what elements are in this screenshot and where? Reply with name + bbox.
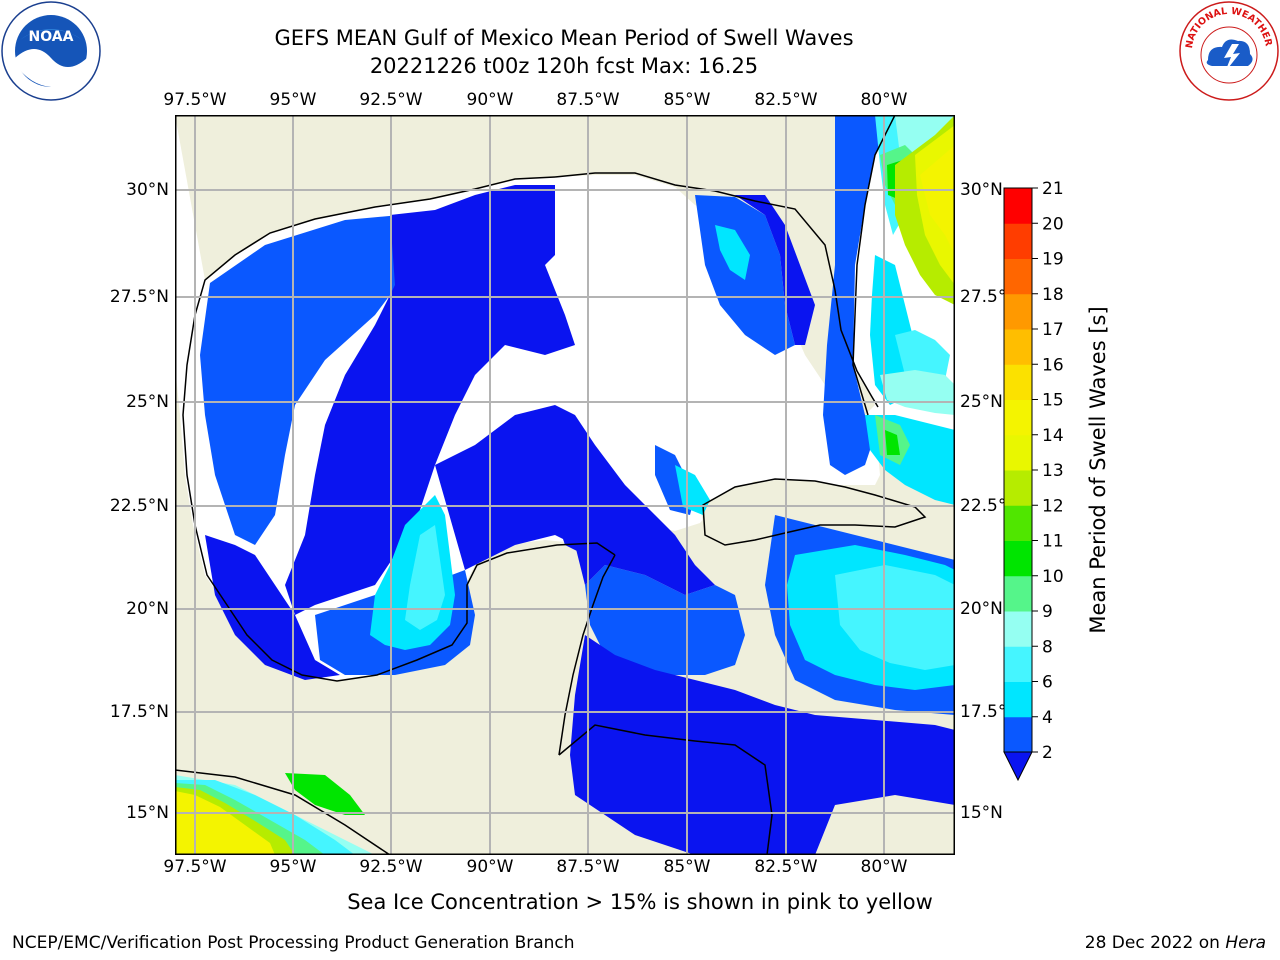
lon-label-top: 92.5°W <box>359 90 423 110</box>
lon-label-bottom: 82.5°W <box>754 857 818 877</box>
lon-label-bottom: 85°W <box>663 857 711 877</box>
colorbar-box <box>1004 258 1032 295</box>
colorbar-label: Mean Period of Swell Waves [s] <box>1086 306 1110 634</box>
lon-label-top: 85°W <box>663 90 711 110</box>
colorbar-tick-label: 9 <box>1042 602 1053 622</box>
colorbar-tick-label: 4 <box>1042 708 1053 728</box>
lon-label-bottom: 92.5°W <box>359 857 423 877</box>
noaa-logo-text: NOAA <box>29 29 74 45</box>
lon-label-top: 90°W <box>466 90 514 110</box>
colorbar-box <box>1004 505 1032 541</box>
colorbar-box <box>1004 364 1032 400</box>
lat-label-left: 22.5°N <box>109 496 169 516</box>
lon-label-bottom: 87.5°W <box>556 857 620 877</box>
colorbar-boxes <box>1003 187 1033 782</box>
lat-label-left: 20°N <box>126 599 169 619</box>
cuba-landmass <box>700 480 925 545</box>
graticule <box>175 115 955 855</box>
yucatan-landmass <box>460 540 600 720</box>
map-plot <box>175 115 955 855</box>
datestamp-date: 28 Dec 2022 on <box>1084 933 1220 953</box>
colorbar-tick-label: 10 <box>1042 567 1064 587</box>
lat-label-left: 15°N <box>126 803 169 823</box>
colorbar-box <box>1004 611 1032 647</box>
lat-label-left: 17.5°N <box>109 702 169 722</box>
colorbar-tick-label: 6 <box>1042 673 1053 693</box>
lat-label-right: 25°N <box>960 392 1003 412</box>
colorbar-tick-label: 13 <box>1042 461 1064 481</box>
colorbar-box <box>1004 434 1032 471</box>
colorbar-box <box>1004 716 1032 753</box>
colorbar-tick-label: 20 <box>1042 214 1064 234</box>
colorbar-box <box>1004 575 1032 612</box>
noaa-logo: NOAA <box>0 0 102 106</box>
colorbar-box <box>1004 223 1032 259</box>
lon-label-top: 80°W <box>860 90 908 110</box>
lat-label-left: 30°N <box>126 180 169 200</box>
colorbar-tick-label: 12 <box>1042 496 1064 516</box>
credit-line: NCEP/EMC/Verification Post Processing Pr… <box>12 933 575 953</box>
colorbar-tick-label: 14 <box>1042 426 1064 446</box>
florida-landmass <box>675 187 875 415</box>
lon-label-top: 87.5°W <box>556 90 620 110</box>
colorbar-tick-label: 11 <box>1042 532 1064 552</box>
lat-label-right: 30°N <box>960 180 1003 200</box>
lat-label-right: 20°N <box>960 599 1003 619</box>
lat-label-left: 25°N <box>126 392 169 412</box>
colorbar-box <box>1004 399 1032 436</box>
colorbar-tick-label: 17 <box>1042 320 1064 340</box>
swell-field-under-2s <box>205 185 955 855</box>
map-title: GEFS MEAN Gulf of Mexico Mean Period of … <box>274 26 854 50</box>
colorbar-box <box>1004 470 1032 506</box>
colorbar-tick-label: 19 <box>1042 250 1064 270</box>
map-frame <box>175 115 955 855</box>
colorbar-tick-label: 21 <box>1042 180 1064 199</box>
colorbar-tick-label: 15 <box>1042 391 1064 411</box>
map-subtitle: 20221226 t00z 120h fcst Max: 16.25 <box>369 54 759 78</box>
lon-label-bottom: 90°W <box>466 857 514 877</box>
colorbar-box <box>1004 293 1032 330</box>
colorbar-tick-label: 18 <box>1042 285 1064 305</box>
swell-field-pacific <box>175 773 375 855</box>
nws-logo: NATIONAL WEATHER SERVICE <box>1174 0 1280 106</box>
colorbar-underflow <box>1003 751 1033 782</box>
swell-field-12-14s <box>895 115 955 305</box>
mexico-landmass <box>175 365 615 855</box>
lon-label-top: 82.5°W <box>754 90 818 110</box>
lat-label-right: 15°N <box>960 803 1003 823</box>
lon-label-top: 97.5°W <box>163 90 227 110</box>
colorbar-box <box>1004 681 1032 718</box>
lon-label-bottom: 97.5°W <box>163 857 227 877</box>
datestamp-host: Hera <box>1225 933 1266 953</box>
colorbar-box <box>1004 646 1032 682</box>
colorbar-tick-label: 2 <box>1042 743 1053 763</box>
colorbar-box <box>1004 329 1032 365</box>
datestamp: 28 Dec 2022 on Hera <box>1085 933 1266 953</box>
lon-label-bottom: 95°W <box>269 857 317 877</box>
lon-label-top: 95°W <box>269 90 317 110</box>
colorbar-box <box>1004 540 1032 577</box>
coastlines <box>175 115 927 855</box>
colorbar: 2 4 6 8 9 10 11 12 13 14 15 16 17 18 19 20 21 <box>1003 180 1064 782</box>
lat-label-left: 27.5°N <box>109 287 169 307</box>
colorbar-tick-label: 8 <box>1042 637 1053 657</box>
footnote: Sea Ice Concentration > 15% is shown in … <box>347 890 933 914</box>
lon-label-bottom: 80°W <box>860 857 908 877</box>
colorbar-ticks: 2 4 6 8 9 10 11 12 13 14 15 16 17 18 19 20 21 <box>1032 180 1064 763</box>
colorbar-box <box>1004 188 1032 224</box>
colorbar-tick-label: 16 <box>1042 355 1064 375</box>
